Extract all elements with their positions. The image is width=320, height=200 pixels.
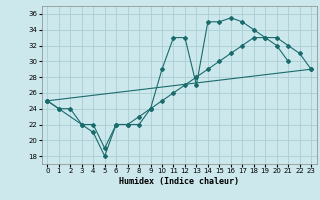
X-axis label: Humidex (Indice chaleur): Humidex (Indice chaleur) bbox=[119, 177, 239, 186]
